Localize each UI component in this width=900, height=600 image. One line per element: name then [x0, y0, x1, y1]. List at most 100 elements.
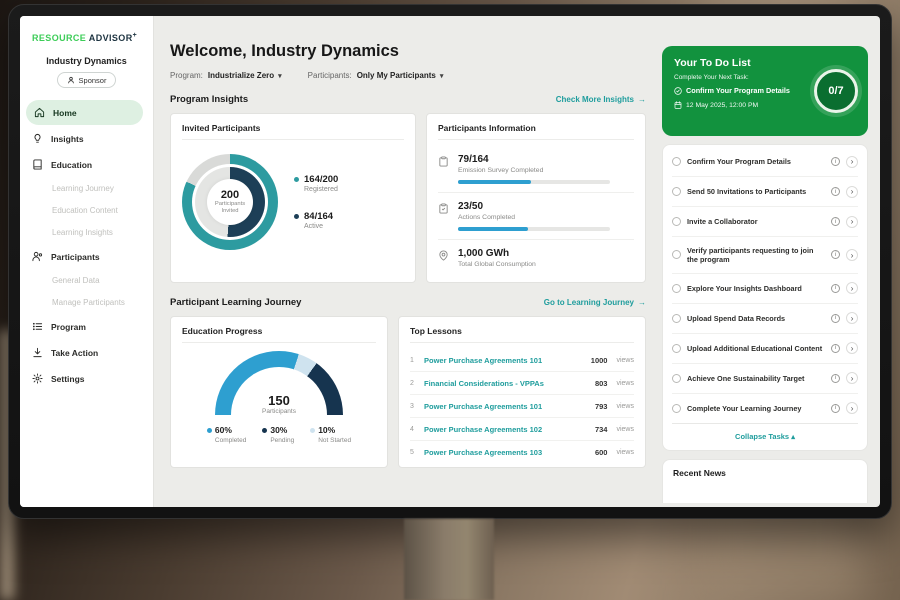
task-row[interactable]: Complete Your Learning Journey i ›: [672, 394, 858, 424]
sidebar-item-program[interactable]: Program: [20, 314, 153, 339]
sidebar-item-take-action[interactable]: Take Action: [20, 340, 153, 365]
info-icon[interactable]: i: [831, 250, 840, 260]
lesson-row: 1 Power Purchase Agreements 101 1000 vie…: [410, 349, 634, 372]
nav-label: Participants: [51, 251, 100, 262]
info-icon[interactable]: i: [831, 157, 840, 166]
brand-resource: RESOURCE: [32, 33, 87, 43]
caret-down-icon: ▾: [439, 72, 444, 80]
sidebar-item-manage-participants[interactable]: Manage Participants: [20, 292, 153, 313]
go-to-learning-journey-link[interactable]: Go to Learning Journey →: [543, 298, 646, 307]
todo-due-date: 12 May 2025, 12:00 PM: [674, 101, 806, 109]
legend-dot-completed: [206, 427, 212, 433]
sidebar-item-home[interactable]: Home: [26, 100, 143, 125]
stat-value: 79/164: [458, 154, 489, 165]
card-title: Participants Information: [438, 123, 634, 140]
info-icon[interactable]: i: [831, 403, 840, 413]
task-row[interactable]: Verify participants requesting to join t…: [672, 237, 858, 274]
education-progress-card: Education Progress 150 Participants 60%: [170, 316, 388, 468]
nav-label: Take Action: [51, 347, 99, 358]
stat-actions-completed: 23/50 Actions Completed: [438, 192, 634, 239]
nav-label: Home: [53, 107, 77, 118]
nav-label: Insights: [51, 133, 84, 144]
sidebar-item-education[interactable]: Education: [20, 152, 153, 177]
sidebar-item-general-data[interactable]: General Data: [20, 270, 153, 291]
lesson-rank: 3: [410, 402, 414, 410]
task-checkbox[interactable]: [672, 373, 681, 383]
sidebar-item-learning-insights[interactable]: Learning Insights: [20, 222, 153, 243]
lesson-views-unit: views: [616, 356, 634, 364]
chevron-right-icon[interactable]: ›: [846, 215, 858, 228]
participants-select[interactable]: Only My Participants ▾: [357, 71, 444, 80]
info-icon[interactable]: i: [831, 373, 840, 383]
lesson-link[interactable]: Financial Considerations - VPPAs: [424, 378, 544, 388]
task-row[interactable]: Invite a Collaborator i ›: [672, 207, 858, 237]
home-icon: [34, 107, 45, 118]
info-icon[interactable]: i: [831, 313, 840, 323]
lightbulb-icon: [32, 133, 43, 144]
nav-label: General Data: [52, 276, 100, 285]
dashboard-screen: RESOURCE ADVISOR+ Industry Dynamics Spon…: [20, 16, 880, 507]
nav-label: Education Content: [52, 206, 118, 215]
list-icon: [32, 321, 43, 332]
program-filter: Program: Industrialize Zero ▾: [170, 71, 282, 80]
sidebar-item-education-content[interactable]: Education Content: [20, 200, 153, 221]
info-icon[interactable]: i: [831, 217, 840, 226]
collapse-tasks-link[interactable]: Collapse Tasks ▴: [735, 431, 795, 441]
task-checkbox[interactable]: [672, 157, 681, 166]
chevron-right-icon[interactable]: ›: [846, 248, 858, 261]
nav-label: Manage Participants: [52, 298, 125, 307]
lesson-link[interactable]: Power Purchase Agreements 103: [424, 447, 543, 457]
check-more-insights-link[interactable]: Check More Insights →: [555, 95, 646, 104]
card-title: Education Progress: [182, 326, 376, 343]
top-lessons-card: Top Lessons 1 Power Purchase Agreements …: [398, 316, 646, 468]
task-label: Verify participants requesting to join t…: [687, 245, 814, 264]
registered-label: Registered: [304, 186, 338, 193]
task-label: Explore Your Insights Dashboard: [687, 283, 802, 293]
main-content: Welcome, Industry Dynamics Program: Indu…: [154, 16, 656, 507]
task-checkbox[interactable]: [672, 403, 681, 413]
task-checkbox[interactable]: [672, 313, 681, 323]
chevron-right-icon[interactable]: ›: [846, 282, 858, 295]
chevron-right-icon[interactable]: ›: [846, 155, 858, 168]
lesson-link[interactable]: Power Purchase Agreements 101: [424, 355, 543, 365]
task-checkbox[interactable]: [672, 187, 681, 196]
task-row[interactable]: Upload Additional Educational Content i …: [672, 334, 858, 364]
info-icon[interactable]: i: [831, 187, 840, 196]
task-row[interactable]: Send 50 Invitations to Participants i ›: [672, 177, 858, 207]
lesson-views: 793: [594, 401, 608, 411]
info-icon[interactable]: i: [831, 343, 840, 353]
lesson-link[interactable]: Power Purchase Agreements 102: [424, 424, 543, 434]
program-insights-header: Program Insights Check More Insights →: [170, 94, 646, 105]
sidebar-item-participants[interactable]: Participants: [20, 244, 153, 269]
sponsor-badge[interactable]: Sponsor: [56, 72, 117, 88]
task-checkbox[interactable]: [672, 250, 681, 260]
task-row[interactable]: Explore Your Insights Dashboard i ›: [672, 274, 858, 304]
chevron-right-icon[interactable]: ›: [846, 312, 858, 325]
task-row[interactable]: Achieve One Sustainability Target i ›: [672, 364, 858, 394]
stat-emission-survey: 79/164 Emission Survey Completed: [438, 146, 634, 192]
sidebar-item-insights[interactable]: Insights: [20, 126, 153, 151]
chevron-right-icon[interactable]: ›: [846, 185, 858, 198]
sidebar-item-settings[interactable]: Settings: [20, 366, 153, 391]
checklist-icon: [438, 203, 449, 214]
lesson-views: 803: [594, 378, 608, 388]
task-checkbox[interactable]: [672, 217, 681, 226]
info-icon[interactable]: i: [831, 283, 840, 293]
chevron-right-icon[interactable]: ›: [846, 342, 858, 355]
task-checkbox[interactable]: [672, 283, 681, 293]
registered-value: 164/200: [304, 174, 339, 185]
program-select[interactable]: Industrialize Zero ▾: [208, 71, 282, 80]
chevron-right-icon[interactable]: ›: [846, 402, 858, 415]
sidebar-item-learning-journey[interactable]: Learning Journey: [20, 178, 153, 199]
task-checkbox[interactable]: [672, 343, 681, 353]
todo-summary-card: Your To Do List Complete Your Next Task:…: [662, 46, 868, 136]
card-title: Top Lessons: [410, 326, 634, 343]
lesson-link[interactable]: Power Purchase Agreements 101: [424, 401, 543, 411]
task-label: Invite a Collaborator: [687, 216, 758, 226]
calendar-icon: [674, 101, 682, 109]
task-row[interactable]: Upload Spend Data Records i ›: [672, 304, 858, 334]
chevron-right-icon[interactable]: ›: [846, 372, 858, 385]
task-row[interactable]: Confirm Your Program Details i ›: [672, 147, 858, 177]
location-pin-icon: [438, 250, 449, 261]
todo-progress-ring: 0/7: [814, 69, 858, 113]
